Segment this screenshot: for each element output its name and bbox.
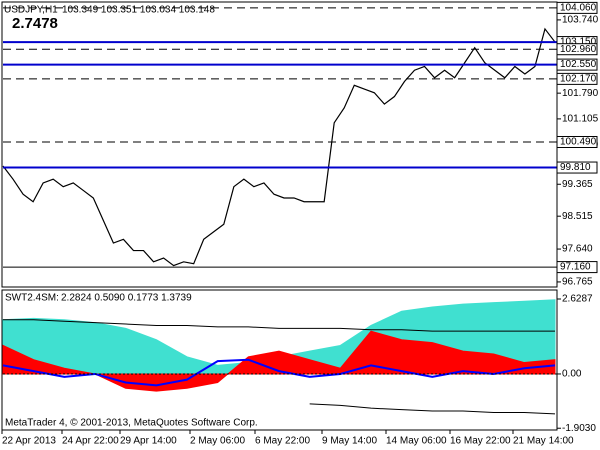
indicator-readout: 2.2824 0.5090 0.1773 1.3739	[61, 293, 192, 304]
x-tick-label: 29 Apr 14:00	[120, 436, 177, 447]
level-label: 97.160	[560, 262, 591, 273]
y-tick-label: 103.740	[562, 15, 599, 26]
indicator-line	[3, 319, 555, 332]
x-tick-label: 24 Apr 22:00	[62, 436, 119, 447]
level-box	[556, 43, 598, 56]
indicator-name: SWT2.4SM:	[5, 293, 59, 304]
symbol: USDJPY,H1	[4, 5, 58, 16]
indicator-area	[2, 330, 556, 392]
level-label: 102.550	[560, 59, 597, 70]
level-box	[556, 161, 598, 174]
x-tick-label: 16 May 22:00	[450, 436, 511, 447]
level-label: 102.170	[560, 74, 597, 85]
indicator-line	[309, 403, 556, 415]
copyright: MetaTrader 4, © 2001-2013, MetaQuotes So…	[5, 418, 258, 429]
y-tick-label: 0.00	[562, 369, 582, 380]
ohlc: 103.349 103.351 103.034 103.148	[62, 5, 215, 16]
y-tick-label: 99.365	[562, 179, 593, 190]
y-tick-label: 101.105	[562, 114, 599, 125]
x-tick-label: 9 May 14:00	[322, 436, 377, 447]
x-tick-label: 2 May 06:00	[190, 436, 245, 447]
x-tick-label: 21 May 14:00	[513, 436, 574, 447]
annotation: 2.7478	[12, 15, 58, 32]
y-tick-label: 96.765	[562, 277, 593, 288]
level-label: 104.060	[560, 3, 597, 14]
y-tick-label: 2.6287	[562, 294, 593, 305]
level-box	[556, 72, 598, 85]
y-tick-label: -1.9030	[562, 423, 596, 434]
level-label: 100.490	[560, 137, 597, 148]
y-tick-label: 101.790	[562, 88, 599, 99]
x-tick-label: 14 May 06:00	[386, 436, 447, 447]
level-label: 103.150	[560, 37, 597, 48]
level-box	[556, 261, 598, 274]
y-tick-label: 97.640	[562, 244, 593, 255]
level-box	[556, 135, 598, 148]
y-tick-label: 98.515	[562, 211, 593, 222]
level-label: 102.960	[560, 44, 597, 55]
indicator-panel	[1, 289, 558, 431]
level-box	[556, 58, 598, 71]
x-tick-label: 22 Apr 2013	[2, 436, 56, 447]
x-tick-label: 6 May 22:00	[255, 436, 310, 447]
level-box	[556, 1, 598, 14]
level-label: 99.810	[560, 162, 591, 173]
